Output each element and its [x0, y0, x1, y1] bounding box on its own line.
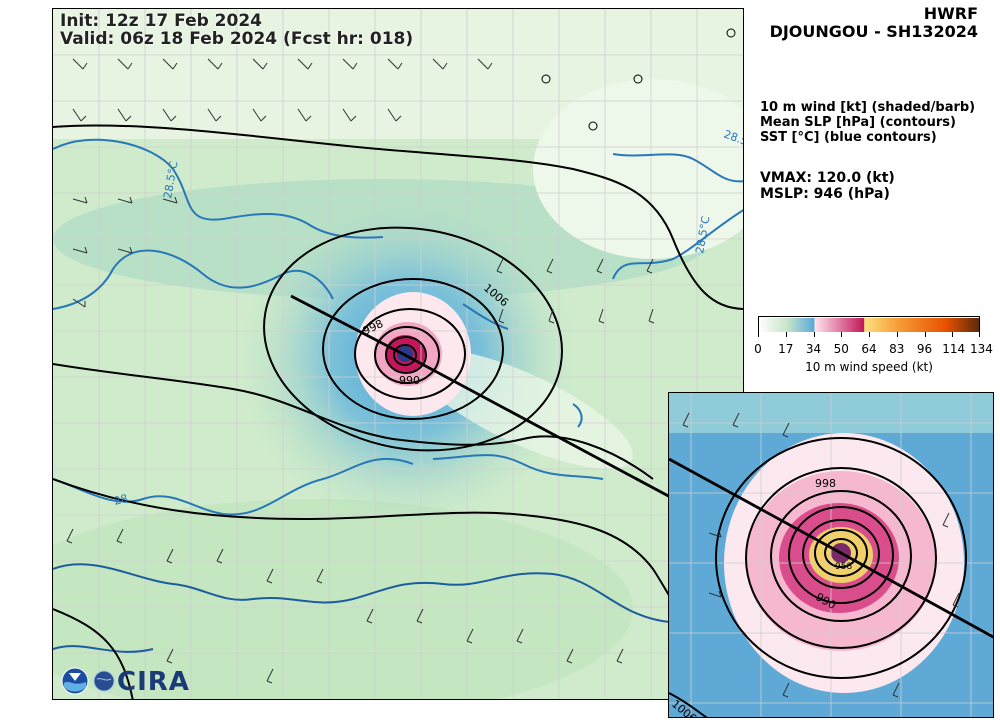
inset-storm-track — [669, 457, 993, 639]
slp-label-990: 990 — [399, 374, 420, 387]
calm-circle — [541, 74, 551, 84]
colorbar-gradient — [759, 318, 979, 332]
main-map: 1006 998 990 28.5°C 28.5°C 28.5 28 Init:… — [52, 8, 744, 700]
colorbar-tick-label: 17 — [778, 342, 794, 356]
sst-contours — [53, 138, 743, 653]
sst-label-2857-b: 28.5°C — [693, 215, 712, 255]
colorbar-tick-label: 0 — [754, 342, 762, 356]
storm-track — [290, 294, 743, 538]
globe-logo-icon — [93, 670, 115, 692]
inset-map: 998 990 958 1006 — [668, 392, 994, 718]
legend-wind: 10 m wind [kt] (shaded/barb) — [760, 100, 976, 115]
colorbar-tick-mark — [896, 332, 898, 337]
colorbar-tick-mark — [979, 332, 980, 337]
colorbar-tick-mark — [813, 332, 815, 337]
wind-streak — [413, 349, 633, 469]
wind-speed-colorbar — [758, 316, 980, 332]
inset-slp-contours — [669, 437, 967, 717]
inset-slp-label-958: 958 — [835, 562, 852, 572]
inset-wind-field: 998 990 958 1006 — [669, 393, 993, 717]
colorbar-label: 10 m wind speed (kt) — [805, 360, 933, 374]
colorbar-tick-label: 134 — [970, 342, 993, 356]
wind-shading-east — [533, 79, 743, 259]
inset-wind-shading-north — [669, 393, 993, 433]
colorbar-tick-mark — [758, 332, 759, 337]
wind-field-map: 1006 998 990 28.5°C 28.5°C 28.5 28 — [53, 9, 743, 699]
inset-slp-label-998: 998 — [815, 477, 836, 490]
init-time: Init: 12z 17 Feb 2024 — [60, 11, 262, 31]
colorbar-tick-label: 114 — [942, 342, 966, 356]
colorbar-tick-label: 83 — [889, 342, 905, 356]
inset-grid — [669, 393, 993, 717]
legend-sst: SST [°C] (blue contours) — [760, 130, 937, 145]
colorbar-tick-label: 34 — [805, 342, 822, 356]
colorbar-tick-mark — [952, 332, 954, 337]
storm-name: DJOUNGOU - SH132024 — [769, 22, 978, 41]
inset-wind-barbs — [682, 412, 960, 698]
sst-label-28: 28 — [112, 492, 129, 508]
sst-label-2857-a: 28.5°C — [161, 160, 180, 200]
colorbar-tick-mark — [841, 332, 843, 337]
wind-shading-south — [53, 499, 633, 699]
colorbar-tick-mark — [785, 332, 787, 337]
wind-barbs — [66, 58, 655, 684]
colorbar-ticks: 0 17 34 50 64 83 96 114 134 — [754, 332, 993, 356]
cira-logo: CIRA — [117, 667, 190, 697]
model-name: HWRF — [923, 4, 978, 23]
colorbar-tick-label: 64 — [861, 342, 877, 356]
valid-time: Valid: 06z 18 Feb 2024 (Fcst hr: 018) — [60, 29, 414, 49]
calm-circle — [588, 121, 598, 131]
colorbar-tick-mark — [924, 332, 926, 337]
colorbar-tick-label: 50 — [833, 342, 849, 356]
mslp-value: MSLP: 946 (hPa) — [760, 186, 890, 202]
logo-area: CIRA — [61, 665, 189, 697]
colorbar-tick-mark — [869, 332, 870, 337]
vmax-value: VMAX: 120.0 (kt) — [760, 170, 895, 186]
colorbar-tick-label: 96 — [916, 342, 933, 356]
calm-circle — [726, 28, 736, 38]
legend-slp: Mean SLP [hPa] (contours) — [760, 115, 956, 130]
calm-circle — [633, 74, 643, 84]
noaa-logo-icon — [61, 667, 89, 695]
